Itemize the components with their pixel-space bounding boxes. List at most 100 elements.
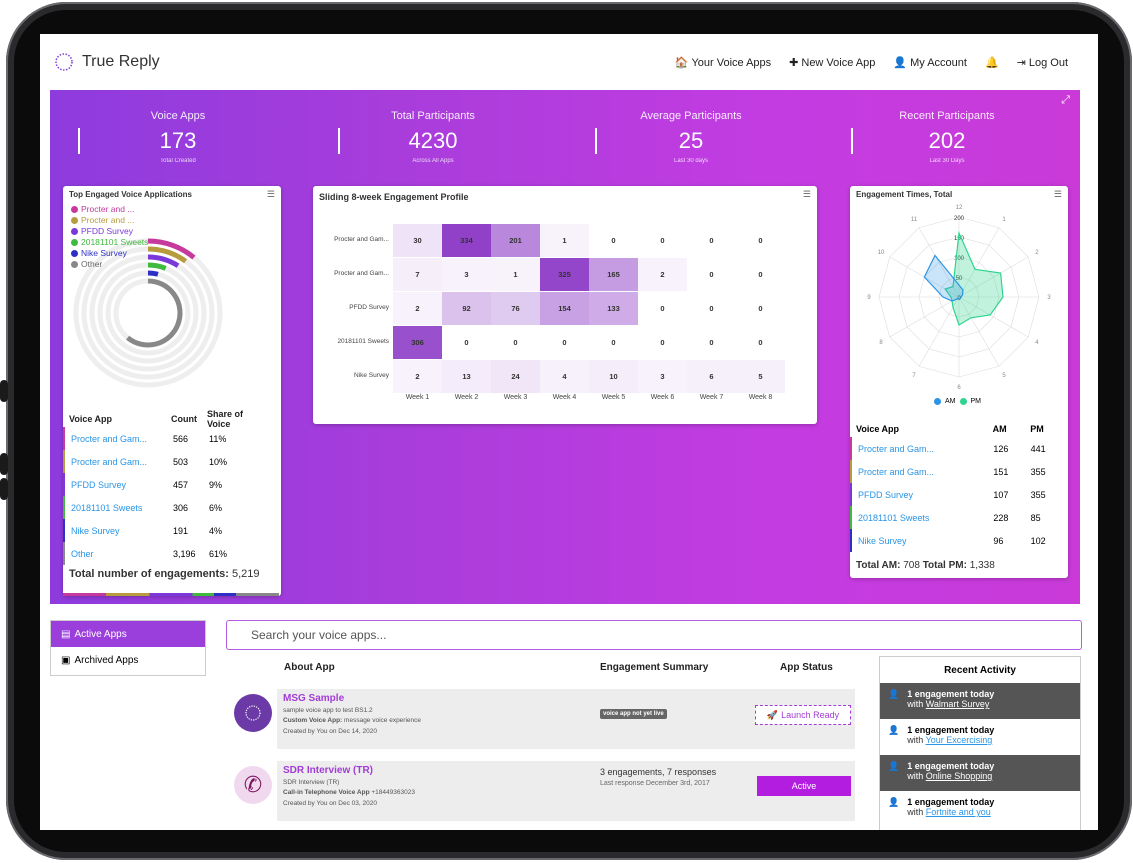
legend-item[interactable]: Procter and ... — [71, 215, 148, 226]
heatmap-cell[interactable]: 0 — [758, 236, 763, 245]
heatmap-cell[interactable]: 0 — [758, 304, 763, 313]
expand-icon[interactable]: ⤢ — [1061, 94, 1070, 106]
heatmap-cell[interactable]: 2 — [638, 258, 687, 291]
stat-recent-participants: Recent Participants 202 Last 30 Days — [832, 110, 1062, 164]
hamburger-menu-icon[interactable]: ☰ — [266, 189, 275, 199]
count-cell: 566 — [173, 433, 189, 444]
heatmap-cell[interactable]: 6 — [687, 360, 736, 393]
activity-text: 1 engagement today — [907, 797, 995, 807]
heatmap-cell[interactable]: 0 — [660, 338, 665, 347]
radial-bar-chart — [73, 238, 223, 388]
heatmap-cell[interactable]: 3 — [638, 360, 687, 393]
app-link[interactable]: Other — [71, 548, 94, 559]
heatmap-cell[interactable]: 0 — [709, 236, 714, 245]
app-link[interactable]: Nike Survey — [71, 525, 120, 536]
heatmap-cell[interactable]: 0 — [758, 338, 763, 347]
heatmap-cell[interactable]: 334 — [442, 224, 491, 257]
activity-with: with — [907, 699, 924, 709]
heatmap-cell[interactable]: 0 — [660, 236, 665, 245]
heatmap-cell[interactable]: 0 — [562, 338, 567, 347]
app-title[interactable]: SDR Interview (TR) — [283, 765, 374, 776]
heatmap-cell[interactable]: 133 — [589, 292, 638, 325]
heatmap-cell[interactable]: 0 — [709, 338, 714, 347]
heatmap-cell[interactable]: 201 — [491, 224, 540, 257]
heatmap-cell[interactable]: 0 — [611, 338, 616, 347]
nav-notifications[interactable]: 🔔 — [985, 56, 999, 69]
app-title[interactable]: MSG Sample — [283, 693, 345, 704]
nav-new-voice-app[interactable]: ✚ New Voice App — [789, 56, 875, 70]
radial-bar — [147, 262, 167, 271]
heatmap-cell[interactable]: 0 — [611, 236, 616, 245]
nav-your-voice-apps[interactable]: 🏠 Your Voice Apps — [675, 56, 771, 70]
nav-log-out[interactable]: ⇥ Log Out — [1017, 56, 1068, 70]
activity-link[interactable]: Online Shopping — [925, 771, 993, 781]
heatmap-cell[interactable]: 1 — [491, 258, 540, 291]
heatmap-cell[interactable]: 7 — [393, 258, 442, 291]
app-link[interactable]: PFDD Survey — [71, 479, 127, 490]
card-title: Top Engaged Voice Applications — [69, 190, 192, 199]
heatmap-cell[interactable]: 5 — [736, 360, 785, 393]
app-link[interactable]: Procter and Gam... — [858, 443, 935, 454]
hamburger-menu-icon[interactable]: ☰ — [1053, 189, 1062, 199]
heatmap-cell[interactable]: 4 — [540, 360, 589, 393]
heatmap-cell[interactable]: 30 — [393, 224, 442, 257]
legend-item[interactable]: Nike Survey — [71, 248, 148, 259]
app-link[interactable]: Procter and Gam... — [71, 433, 148, 444]
activity-link[interactable]: Fortnite and you — [925, 807, 991, 817]
hamburger-menu-icon[interactable]: ☰ — [802, 189, 811, 199]
activity-link[interactable]: Your Excercising — [925, 735, 993, 745]
heatmap-cell[interactable]: 0 — [660, 304, 665, 313]
app-link[interactable]: Procter and Gam... — [858, 466, 935, 477]
active-button[interactable]: Active — [757, 776, 851, 796]
pm-cell: 355 — [1030, 489, 1046, 500]
nav-my-account[interactable]: 👤 My Account — [893, 56, 967, 70]
heatmap-cell[interactable]: 0 — [513, 338, 518, 347]
app-type-value: +18449363023 — [371, 789, 415, 796]
heatmap-cell[interactable]: 2 — [393, 360, 442, 393]
launch-ready-button[interactable]: 🚀 Launch Ready — [755, 705, 851, 725]
tab-archived-apps[interactable]: ▣ Archived Apps — [51, 647, 205, 673]
heatmap-cell[interactable]: 76 — [491, 292, 540, 325]
app-row-msg-sample[interactable]: MSG Sample sample voice app to test BS1.… — [277, 689, 855, 749]
user-icon: 👤 — [888, 797, 900, 807]
app-link[interactable]: 20181101 Sweets — [858, 512, 930, 523]
heatmap-cell[interactable]: 92 — [442, 292, 491, 325]
activity-link[interactable]: Walmart Survey — [925, 699, 990, 709]
button-label: Launch Ready — [781, 710, 840, 720]
legend-label[interactable]: PM — [970, 398, 982, 405]
heatmap-cell[interactable]: 165 — [589, 258, 638, 291]
tab-active-apps[interactable]: ▤ Active Apps — [51, 621, 205, 647]
heatmap-cell[interactable]: 0 — [709, 270, 714, 279]
legend-item[interactable]: 20181101 Sweets — [71, 237, 148, 248]
heatmap-cell[interactable]: 2 — [393, 292, 442, 325]
legend-item[interactable]: Other — [71, 259, 148, 270]
legend-label[interactable]: AM — [945, 398, 956, 405]
app-row-sdr-interview[interactable]: SDR Interview (TR) SDR Interview (TR) Ca… — [277, 761, 855, 821]
app-link[interactable]: Nike Survey — [858, 535, 907, 546]
search-input[interactable]: Search your voice apps... — [226, 620, 1082, 650]
app-link[interactable]: Procter and Gam... — [71, 456, 148, 467]
heatmap-cell[interactable]: 1 — [540, 224, 589, 257]
tab-label: Archived Apps — [74, 654, 139, 666]
heatmap-cell[interactable]: 3 — [442, 258, 491, 291]
heatmap-cell[interactable]: 0 — [464, 338, 469, 347]
legend-item[interactable]: Procter and ... — [71, 204, 148, 215]
stat-sub: Total Created — [160, 158, 196, 164]
app-link[interactable]: 20181101 Sweets — [71, 502, 143, 513]
brand-logo[interactable]: True Reply — [54, 52, 160, 72]
radar-legend: AM PM — [934, 398, 981, 405]
heatmap-cell[interactable]: 24 — [491, 360, 540, 393]
app-link[interactable]: PFDD Survey — [858, 489, 914, 500]
total-am-label: Total AM: — [856, 560, 901, 571]
heatmap-cell[interactable]: 325 — [540, 258, 589, 291]
heatmap-cell[interactable]: 0 — [758, 270, 763, 279]
heatmap-cell[interactable]: 154 — [540, 292, 589, 325]
week-label: Week 5 — [601, 394, 626, 401]
heatmap-cell[interactable]: 10 — [589, 360, 638, 393]
legend-label: Procter and ... — [81, 215, 135, 225]
legend-item[interactable]: PFDD Survey — [71, 226, 148, 237]
heatmap-cell[interactable]: 0 — [709, 304, 714, 313]
heatmap-cell[interactable]: 13 — [442, 360, 491, 393]
heatmap-cell[interactable]: 306 — [393, 326, 442, 359]
week-label: Week 3 — [503, 394, 528, 401]
